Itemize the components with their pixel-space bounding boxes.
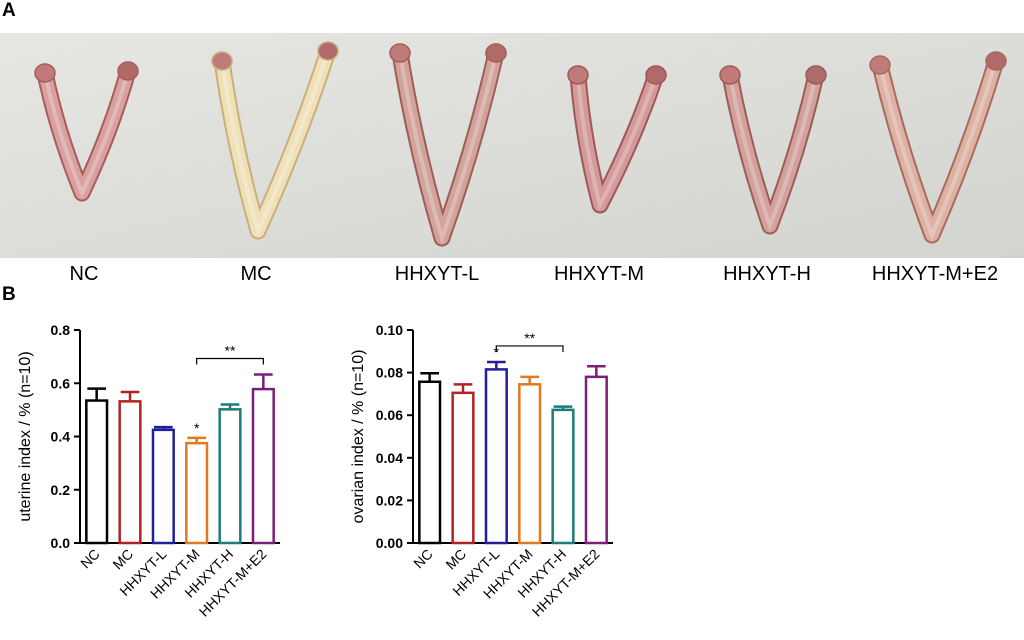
bar-3 [185, 441, 209, 545]
bar-3 [518, 383, 542, 545]
specimen-0 [34, 61, 139, 202]
x-tick-label: MC [442, 546, 469, 573]
bar-4 [551, 408, 575, 545]
y-tick-label: 0.0 [51, 535, 71, 551]
y-tick-label: 0.08 [376, 365, 403, 381]
y-tick-label: 0.00 [376, 535, 403, 551]
bar-4 [218, 408, 242, 545]
sample-label-mc: MC [240, 263, 272, 285]
sample-label-hhxyt-m: HHXYT-M [554, 263, 644, 285]
bar-0 [418, 380, 442, 545]
y-tick-label: 0.6 [51, 375, 71, 391]
specimen-4 [719, 65, 827, 235]
significance-annotation: * [194, 420, 200, 436]
sample-label-hhxyt-m-e2: HHXYT-M+E2 [871, 263, 999, 285]
specimen-1 [211, 41, 339, 240]
y-tick-label: 0.4 [51, 429, 71, 445]
uterus-specimens-photo [0, 33, 1024, 258]
chart-0: 0.0 0.2 0.4 0.6 0.8 uterine index / % (n=10) N… [17, 322, 280, 620]
y-tick-label: 0.10 [376, 322, 403, 338]
significance-bracket [495, 345, 564, 352]
bar-1 [118, 400, 142, 545]
sample-label-hhxyt-l: HHXYT-L [394, 263, 480, 285]
y-tick-label: 0.06 [376, 407, 403, 423]
x-tick-label: MC [109, 546, 136, 573]
bar-5 [251, 387, 275, 545]
x-tick-label: NC [410, 546, 436, 572]
bar-2 [484, 368, 508, 545]
panel-label-a: A [2, 0, 16, 21]
y-axis-label: ovarian index / % (n=10) [350, 350, 367, 524]
bar-2 [151, 428, 175, 545]
bar-5 [584, 375, 608, 545]
significance-bracket [196, 357, 264, 365]
specimen-5 [869, 51, 1007, 244]
y-tick-label: 0.04 [376, 450, 403, 466]
y-tick-label: 0.8 [51, 322, 71, 338]
significance-bracket-label: ** [225, 342, 236, 358]
bar-0 [85, 399, 109, 545]
specimen-2 [389, 43, 507, 247]
panel-label-b: B [2, 284, 16, 305]
sample-label-hhxyt-h: HHXYT-H [723, 263, 811, 285]
chart-1: 0.00 0.02 0.04 0.06 0.08 0.10 ovarian index / … [350, 322, 613, 620]
specimens-group [34, 41, 1007, 247]
y-axis-label: uterine index / % (n=10) [17, 351, 34, 521]
specimen-3 [567, 65, 667, 214]
y-tick-label: 0.2 [51, 482, 71, 498]
bar-1 [451, 391, 475, 545]
sample-label-nc: NC [69, 263, 99, 285]
significance-bracket-label: ** [524, 330, 535, 346]
x-tick-label: NC [77, 546, 103, 572]
y-tick-label: 0.02 [376, 492, 403, 508]
